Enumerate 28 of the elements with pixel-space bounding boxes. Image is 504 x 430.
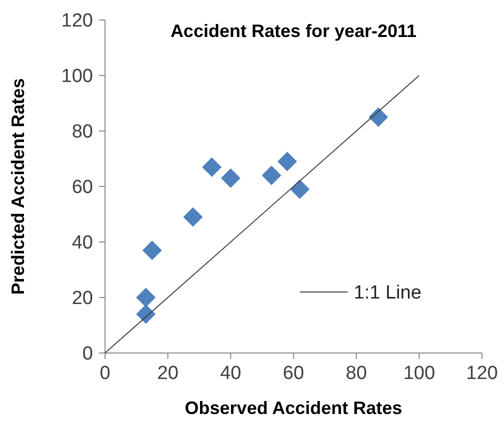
y-tick-label: 80 <box>72 122 93 143</box>
y-axis-title: Predicted Accident Rates <box>8 78 28 295</box>
point <box>220 168 240 188</box>
x-axis-title: Observed Accident Rates <box>184 398 402 418</box>
y-tick-label: 0 <box>82 344 93 365</box>
point <box>277 152 297 172</box>
y-tick-label: 40 <box>72 232 93 254</box>
y-tick-label: 100 <box>61 66 93 88</box>
point <box>290 180 310 200</box>
point <box>202 157 222 177</box>
point <box>262 166 282 186</box>
point <box>368 107 388 127</box>
x-tick-label: 80 <box>346 363 367 384</box>
point <box>136 304 156 324</box>
legend-label: 1:1 Line <box>354 282 422 304</box>
point <box>183 207 203 227</box>
x-tick-label: 100 <box>403 363 436 384</box>
chart-title: Accident Rates for year-2011 <box>170 21 417 41</box>
y-tick-label: 120 <box>61 10 93 32</box>
point <box>136 288 156 308</box>
x-tick-label: 120 <box>466 363 498 384</box>
point <box>142 240 162 260</box>
x-tick-label: 40 <box>220 363 242 384</box>
x-tick-label: 20 <box>157 363 178 384</box>
x-tick-label: 0 <box>100 363 110 384</box>
y-tick-label: 60 <box>72 177 93 198</box>
y-tick-label: 20 <box>72 288 93 310</box>
x-tick-label: 60 <box>282 363 304 384</box>
